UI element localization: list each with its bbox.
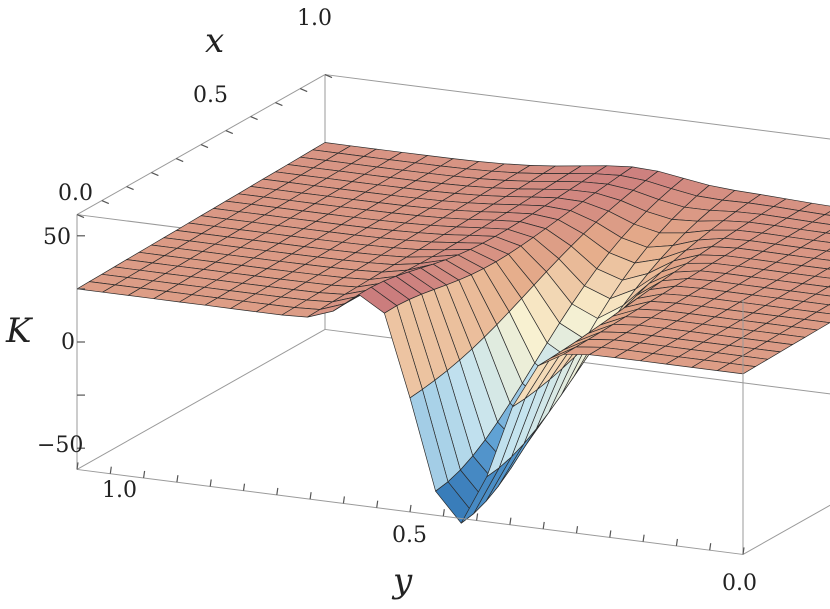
y-axis-label: y bbox=[391, 561, 413, 601]
y-tick-mark bbox=[143, 470, 146, 479]
y-tick-1: 0.5 bbox=[392, 523, 427, 548]
y-tick-mark bbox=[242, 483, 246, 491]
box-edge bbox=[742, 504, 830, 555]
surface-patch bbox=[816, 304, 830, 315]
y-tick-mark bbox=[442, 509, 445, 517]
x-tick-mark bbox=[324, 74, 333, 79]
axis-ticks bbox=[76, 74, 745, 555]
x-tick-mark bbox=[151, 172, 159, 177]
x-tick-mark bbox=[175, 158, 184, 163]
y-tick-mark bbox=[409, 504, 412, 513]
x-tick-mark bbox=[76, 214, 85, 219]
y-tick-mark bbox=[709, 543, 712, 551]
surface-patch bbox=[812, 232, 830, 243]
surface-patch bbox=[814, 268, 830, 279]
box-edge bbox=[76, 329, 326, 470]
z-tick-1: 0 bbox=[61, 330, 75, 355]
y-tick-mark bbox=[109, 466, 112, 474]
y-tick-mark bbox=[742, 547, 745, 555]
y-tick-mark bbox=[642, 534, 645, 542]
x-tick-1: 0.5 bbox=[193, 83, 228, 108]
y-tick-mark bbox=[342, 496, 345, 504]
z-tick-2: −50 bbox=[37, 433, 83, 458]
y-tick-mark bbox=[276, 487, 279, 496]
surface-patch bbox=[824, 211, 830, 216]
x-tick-mark bbox=[225, 130, 234, 135]
y-tick-mark bbox=[209, 479, 212, 487]
y-tick-2: 0.0 bbox=[722, 571, 757, 596]
surface-patch bbox=[813, 250, 830, 261]
x-tick-mark bbox=[299, 88, 308, 93]
y-tick-mark bbox=[76, 462, 79, 470]
z-tick-0: 50 bbox=[43, 225, 71, 250]
x-tick-mark bbox=[200, 144, 209, 149]
z-axis-label: K bbox=[5, 311, 34, 351]
y-tick-mark bbox=[176, 475, 179, 483]
x-tick-mark bbox=[126, 186, 134, 191]
y-tick-0: 1.0 bbox=[102, 478, 137, 503]
x-tick-0: 0.0 bbox=[58, 181, 93, 206]
box-edge bbox=[324, 74, 830, 140]
y-tick-mark bbox=[542, 521, 545, 530]
y-tick-mark bbox=[309, 492, 312, 500]
y-tick-mark bbox=[509, 517, 512, 525]
surface-patch bbox=[815, 286, 830, 297]
y-tick-mark bbox=[376, 500, 379, 508]
x-tick-mark bbox=[250, 116, 258, 121]
x-tick-2: 1.0 bbox=[297, 6, 332, 31]
x-tick-mark bbox=[275, 102, 283, 107]
y-tick-mark bbox=[575, 526, 579, 534]
surface-patch bbox=[717, 362, 756, 375]
x-tick-mark bbox=[101, 200, 110, 205]
y-tick-mark bbox=[476, 513, 479, 521]
y-tick-mark bbox=[609, 530, 612, 538]
x-axis-label: x bbox=[205, 21, 224, 61]
surface-mesh bbox=[76, 142, 830, 524]
y-tick-mark bbox=[675, 538, 678, 547]
